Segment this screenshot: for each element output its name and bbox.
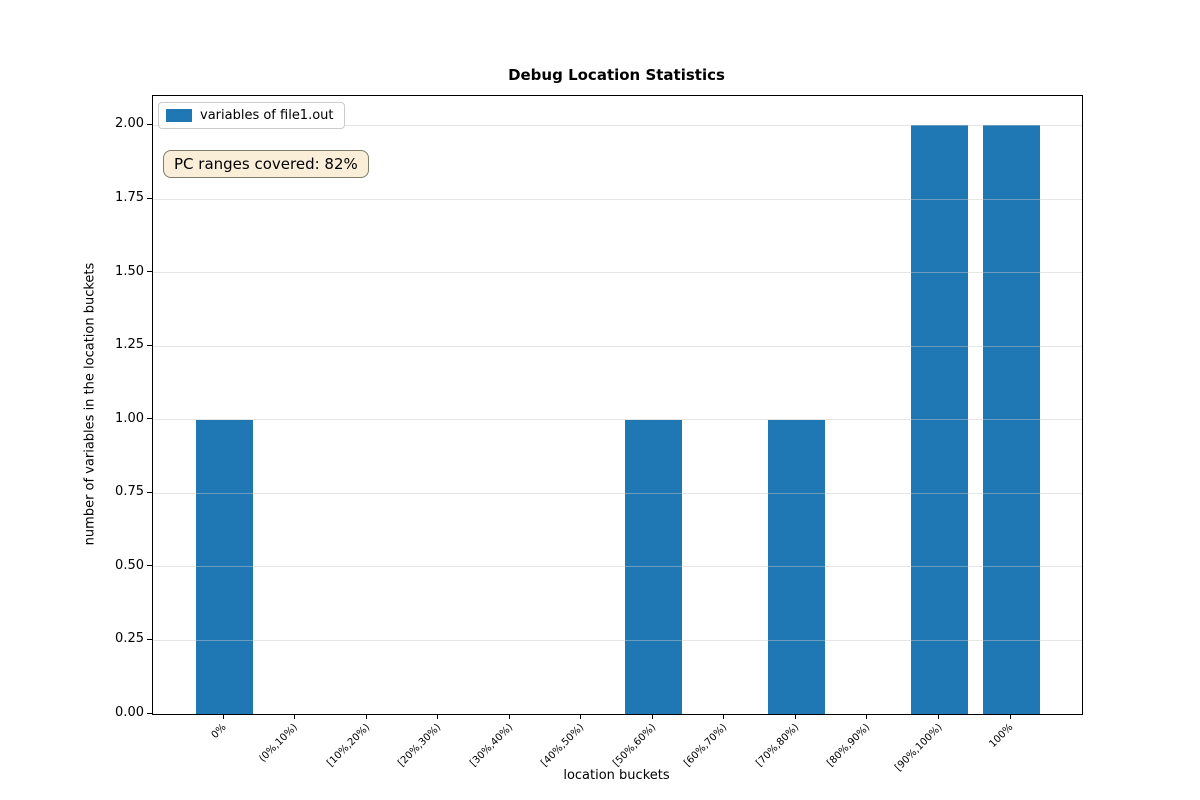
legend-label: variables of file1.out <box>200 108 334 123</box>
gridline <box>153 124 1082 126</box>
x-tick-mark <box>222 714 224 719</box>
gridline <box>153 198 1082 200</box>
y-tick-mark <box>147 197 152 199</box>
y-axis-label: number of variables in the location buck… <box>82 262 98 546</box>
x-tick-mark <box>866 714 868 719</box>
x-tick-mark <box>1009 714 1011 719</box>
x-tick-label: [70%,80%) <box>754 722 802 769</box>
gridline <box>153 492 1082 494</box>
bar <box>910 125 968 714</box>
x-tick-mark <box>794 714 796 719</box>
plot-area: variables of file1.out PC ranges covered… <box>152 95 1083 715</box>
gridline <box>153 419 1082 421</box>
x-tick-label: [20%,30%) <box>396 722 444 769</box>
y-tick-label: 1.25 <box>115 337 144 353</box>
y-tick-mark <box>147 344 152 346</box>
gridline <box>153 345 1082 347</box>
bar <box>982 125 1040 714</box>
chart-title: Debug Location Statistics <box>508 66 725 84</box>
x-tick-label: 0% <box>209 722 229 742</box>
x-tick-label: [40%,50%) <box>539 722 587 769</box>
y-tick-label: 0.25 <box>115 631 144 647</box>
x-tick-label: [50%,60%) <box>611 722 659 769</box>
y-tick-label: 1.75 <box>115 190 144 205</box>
y-tick-mark <box>147 491 152 493</box>
y-tick-label: 2.00 <box>115 116 144 132</box>
x-axis-label: location buckets <box>563 768 670 783</box>
gridline <box>153 272 1082 274</box>
bar <box>195 419 253 714</box>
x-tick-mark <box>294 714 296 719</box>
annotation-box: PC ranges covered: 82% <box>163 150 369 178</box>
x-tick-mark <box>365 714 367 719</box>
bar <box>767 419 825 714</box>
y-tick-label: 0.00 <box>115 705 144 720</box>
x-tick-label: (0%,10%) <box>257 722 301 765</box>
x-tick-mark <box>508 714 510 719</box>
x-tick-mark <box>437 714 439 719</box>
x-tick-mark <box>723 714 725 719</box>
y-tick-mark <box>147 418 152 420</box>
x-tick-label: [60%,70%) <box>682 722 730 769</box>
y-tick-mark <box>147 712 152 714</box>
x-tick-label: [90%,100%) <box>892 722 945 774</box>
y-tick-label: 0.75 <box>115 484 144 500</box>
x-tick-mark <box>937 714 939 719</box>
x-tick-label: [80%,90%) <box>825 722 873 769</box>
bar <box>624 419 682 714</box>
y-tick-mark <box>147 638 152 640</box>
x-tick-mark <box>651 714 653 719</box>
x-tick-mark <box>580 714 582 719</box>
y-tick-label: 1.50 <box>115 263 144 279</box>
gridline <box>153 639 1082 641</box>
x-tick-label: [30%,40%) <box>467 722 515 769</box>
legend: variables of file1.out <box>158 102 345 129</box>
y-tick-mark <box>147 271 152 273</box>
y-tick-mark <box>147 123 152 125</box>
legend-swatch <box>166 109 192 122</box>
x-tick-label: 100% <box>987 722 1016 750</box>
x-tick-label: [10%,20%) <box>324 722 372 769</box>
y-tick-mark <box>147 565 152 567</box>
y-tick-label: 0.50 <box>115 557 144 573</box>
gridline <box>153 566 1082 568</box>
y-tick-label: 1.00 <box>115 410 144 426</box>
